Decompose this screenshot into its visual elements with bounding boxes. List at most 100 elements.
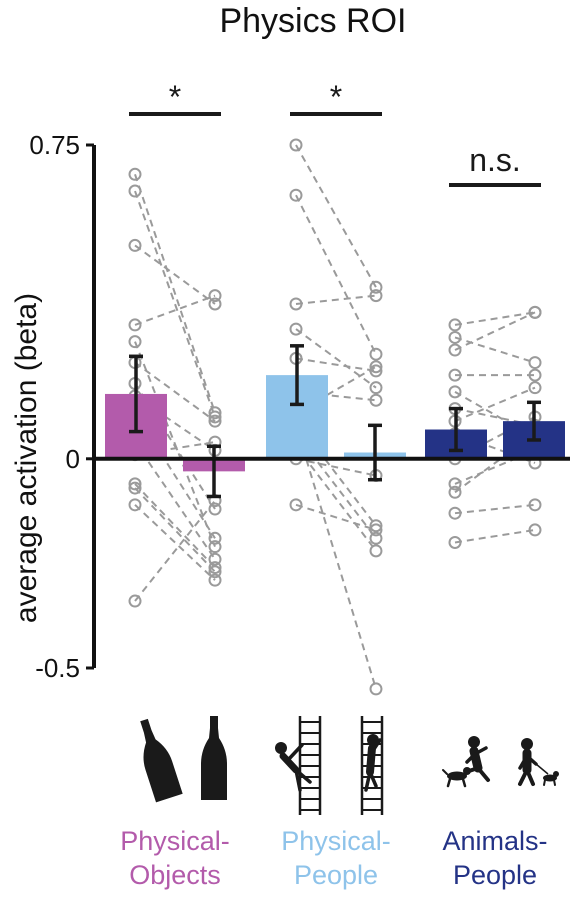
- figure-limb: [370, 738, 382, 754]
- figure-limb: [525, 768, 535, 786]
- group-label-line2: People: [453, 860, 537, 890]
- error-bars: [129, 344, 541, 499]
- subject-line: [134, 504, 216, 581]
- subject-point: [289, 498, 303, 512]
- bottle-shape: [201, 716, 227, 800]
- person-walking-dog-icon: [518, 738, 559, 786]
- subject-line: [454, 336, 536, 364]
- subject-line: [454, 386, 536, 423]
- subject-point: [208, 297, 222, 311]
- subject-point: [528, 305, 542, 319]
- subject-point: [128, 477, 142, 491]
- dog-head: [463, 767, 471, 775]
- y-tick-label: 0.75: [29, 130, 80, 160]
- subject-point: [289, 138, 303, 152]
- figure-head: [468, 736, 480, 748]
- y-axis-ticks: 0.75 0 -0.5: [29, 130, 94, 683]
- subject-line: [454, 311, 536, 326]
- group-label-line2: People: [294, 860, 378, 890]
- subject-point: [208, 573, 222, 587]
- figure-limb: [368, 770, 378, 788]
- subject-line: [454, 407, 536, 427]
- group-label-line1: Physical-: [120, 826, 230, 856]
- subject-point: [448, 343, 462, 357]
- figure-limb: [461, 777, 467, 788]
- subject-line: [295, 194, 377, 355]
- subject-point: [369, 280, 383, 294]
- figure-limb: [279, 752, 300, 774]
- figure-limb: [518, 754, 529, 770]
- subject-point: [369, 531, 383, 545]
- subject-line: [134, 244, 216, 305]
- figure-limb: [525, 754, 538, 766]
- subject-point: [448, 477, 462, 491]
- figure-limb: [543, 779, 546, 786]
- subject-line: [295, 328, 377, 389]
- subject-point: [208, 540, 222, 554]
- person-falling-from-ladder-icon: [275, 716, 322, 815]
- subject-line: [134, 341, 216, 548]
- dog-head: [553, 771, 559, 777]
- subject-line: [295, 445, 377, 552]
- significance-label: n.s.: [469, 142, 521, 178]
- person-on-ladder-icon: [360, 716, 384, 815]
- figure-limb: [465, 752, 477, 764]
- subject-point: [448, 506, 462, 520]
- subject-point: [369, 364, 383, 378]
- subject-point: [128, 238, 142, 252]
- group-label-line1: Animals-: [442, 826, 547, 856]
- subject-point: [448, 318, 462, 332]
- subject-line: [134, 173, 216, 414]
- y-axis-label: average activation (beta): [10, 293, 43, 623]
- subject-point: [208, 414, 222, 428]
- subject-point: [369, 523, 383, 537]
- subject-point: [369, 519, 383, 533]
- figure-limb: [286, 743, 304, 762]
- subject-point: [528, 356, 542, 370]
- subject-line: [134, 190, 216, 418]
- subject-point: [208, 502, 222, 516]
- subject-point: [289, 297, 303, 311]
- subject-line: [295, 503, 377, 531]
- subject-line: [295, 420, 377, 527]
- figure-limb: [294, 768, 312, 784]
- subject-point: [369, 682, 383, 696]
- subject-point: [528, 498, 542, 512]
- subject-point: [128, 318, 142, 332]
- figure-limb: [446, 777, 452, 788]
- subject-line: [454, 528, 536, 544]
- subject-point: [289, 188, 303, 202]
- subject-point: [128, 498, 142, 512]
- significance-label: *: [169, 79, 181, 115]
- y-tick-label: -0.5: [35, 653, 80, 683]
- subject-line: [295, 425, 377, 690]
- subject-point: [369, 347, 383, 361]
- subject-point: [208, 565, 222, 579]
- subject-point: [208, 552, 222, 566]
- subject-point: [208, 410, 222, 424]
- subject-point: [128, 335, 142, 349]
- condition-icons: [140, 716, 559, 815]
- figure-limb: [553, 779, 556, 786]
- subject-line: [295, 357, 377, 372]
- figure-head: [521, 738, 533, 750]
- subject-line: [134, 361, 216, 422]
- subject-point: [528, 523, 542, 537]
- subject-point: [128, 184, 142, 198]
- beer-bottle-tilted-icon: [140, 718, 183, 803]
- subject-line: [454, 503, 536, 515]
- subject-point: [528, 381, 542, 395]
- subject-line: [295, 144, 377, 288]
- subject-line: [134, 500, 216, 602]
- figure-limb: [442, 769, 448, 775]
- group-labels: Physical- Objects Physical- People Animals- P…: [120, 826, 547, 890]
- subject-point: [128, 594, 142, 608]
- subject-point: [369, 360, 383, 374]
- subject-point: [448, 385, 462, 399]
- group-label-line2: Objects: [129, 860, 221, 890]
- y-tick-label: 0: [66, 444, 80, 474]
- subject-point: [289, 322, 303, 336]
- subject-line: [454, 432, 536, 494]
- figure-head: [275, 742, 287, 754]
